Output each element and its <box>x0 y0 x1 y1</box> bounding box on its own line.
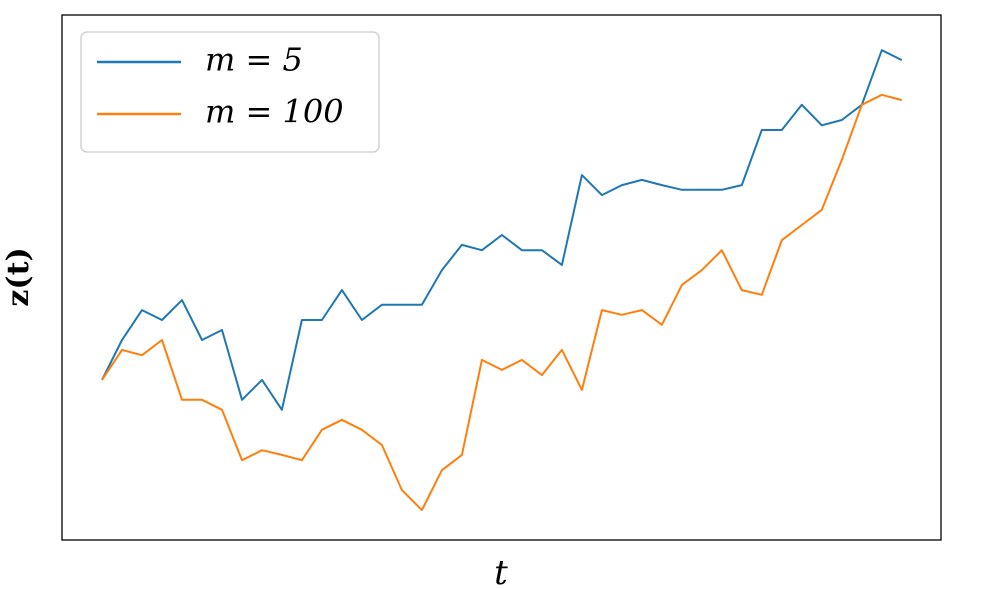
y-axis-label: z(t) <box>1 247 36 306</box>
data-line <box>101 93 903 512</box>
data-line <box>101 49 903 411</box>
x-axis-label: t <box>494 553 508 589</box>
legend-label: m = 5 <box>205 41 303 79</box>
plot-frame <box>61 14 942 541</box>
legend-label: m = 100 <box>205 93 344 131</box>
